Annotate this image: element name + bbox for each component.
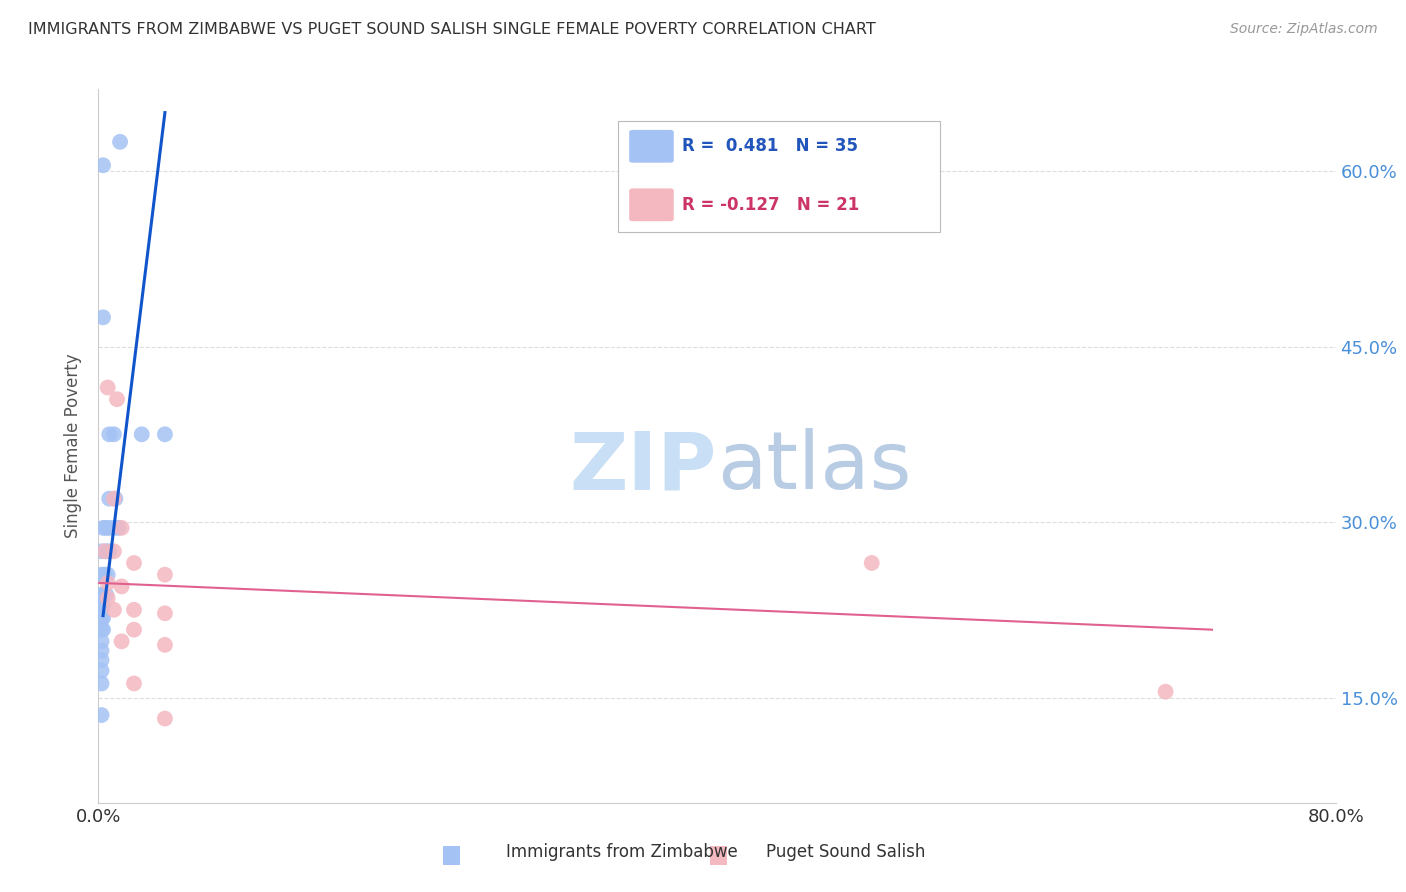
- Point: [153, 712, 176, 726]
- Point: [860, 556, 883, 570]
- Point: [91, 158, 114, 172]
- Text: Immigrants from Zimbabwe: Immigrants from Zimbabwe: [506, 843, 738, 861]
- Text: atlas: atlas: [717, 428, 911, 507]
- Point: [97, 567, 120, 582]
- Point: [93, 544, 115, 558]
- Point: [122, 676, 145, 690]
- FancyBboxPatch shape: [630, 188, 673, 221]
- Point: [90, 708, 112, 723]
- FancyBboxPatch shape: [630, 130, 673, 162]
- Point: [103, 603, 125, 617]
- Point: [90, 567, 112, 582]
- Point: [103, 427, 125, 442]
- Point: [91, 623, 114, 637]
- Point: [93, 567, 115, 582]
- Point: [90, 653, 112, 667]
- Point: [111, 634, 134, 648]
- Point: [90, 544, 112, 558]
- Point: [103, 544, 125, 558]
- Point: [103, 521, 125, 535]
- Point: [111, 521, 134, 535]
- Point: [91, 588, 114, 602]
- Point: [153, 638, 176, 652]
- Point: [90, 676, 112, 690]
- Point: [131, 427, 153, 442]
- Point: [90, 664, 112, 678]
- Point: [122, 603, 145, 617]
- Point: [90, 599, 112, 614]
- Point: [103, 491, 125, 506]
- Text: ZIP: ZIP: [569, 428, 717, 507]
- Point: [96, 521, 118, 535]
- Point: [97, 591, 120, 605]
- Point: [98, 521, 121, 535]
- Point: [122, 623, 145, 637]
- Point: [108, 135, 131, 149]
- Point: [90, 634, 112, 648]
- Point: [122, 556, 145, 570]
- Point: [91, 310, 114, 325]
- Point: [98, 427, 121, 442]
- Point: [91, 611, 114, 625]
- Point: [91, 599, 114, 614]
- Point: [98, 491, 121, 506]
- Point: [97, 575, 120, 590]
- Point: [97, 380, 120, 394]
- Point: [1154, 684, 1177, 698]
- FancyBboxPatch shape: [441, 845, 461, 866]
- Point: [153, 427, 176, 442]
- FancyBboxPatch shape: [619, 121, 939, 232]
- Text: Source: ZipAtlas.com: Source: ZipAtlas.com: [1230, 22, 1378, 37]
- Point: [107, 521, 129, 535]
- Point: [96, 544, 118, 558]
- Y-axis label: Single Female Poverty: Single Female Poverty: [65, 354, 83, 538]
- Point: [90, 588, 112, 602]
- Point: [105, 392, 128, 407]
- Point: [111, 579, 134, 593]
- Point: [98, 544, 121, 558]
- Text: Puget Sound Salish: Puget Sound Salish: [766, 843, 925, 861]
- Text: R = -0.127   N = 21: R = -0.127 N = 21: [682, 196, 859, 214]
- Text: R =  0.481   N = 35: R = 0.481 N = 35: [682, 137, 859, 155]
- Text: IMMIGRANTS FROM ZIMBABWE VS PUGET SOUND SALISH SINGLE FEMALE POVERTY CORRELATION: IMMIGRANTS FROM ZIMBABWE VS PUGET SOUND …: [28, 22, 876, 37]
- Point: [153, 607, 176, 621]
- Point: [96, 588, 118, 602]
- FancyBboxPatch shape: [709, 845, 728, 866]
- Point: [90, 623, 112, 637]
- Point: [104, 491, 127, 506]
- Point: [153, 567, 176, 582]
- Point: [91, 521, 114, 535]
- Point: [90, 611, 112, 625]
- Point: [90, 644, 112, 658]
